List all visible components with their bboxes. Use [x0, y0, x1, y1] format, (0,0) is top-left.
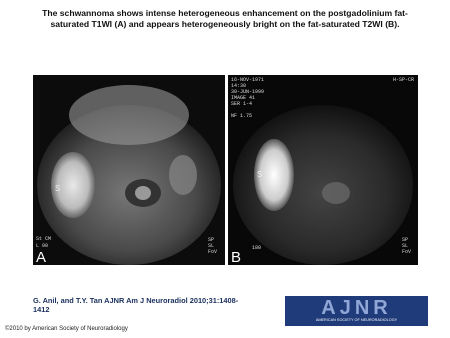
overlay-text: 16-NOV-1971	[231, 77, 264, 83]
mri-image-a: S St CM L 90 SP SL FoV A	[33, 75, 225, 265]
citation-line: G. Anil, and T.Y. Tan AJNR Am J Neurorad…	[33, 296, 239, 305]
overlay-text: 30-JUN-1999	[231, 89, 264, 95]
overlay-text: FoV	[208, 249, 217, 255]
mri-image-b: S 16-NOV-1971 14:30 30-JUN-1999 IMAGE 41…	[228, 75, 418, 265]
overlay-text: 180	[252, 245, 261, 251]
logo-name: AJNR	[321, 297, 392, 319]
overlay-text: FoV	[402, 249, 411, 255]
copyright: ©2010 by American Society of Neuroradiol…	[5, 326, 128, 332]
overlay-text: SER 1-4	[231, 101, 252, 107]
journal-logo: AJNR AMERICAN SOCIETY OF NEURORADIOLOGY	[285, 296, 428, 326]
citation-line: 1412	[33, 305, 50, 314]
citation: G. Anil, and T.Y. Tan AJNR Am J Neurorad…	[33, 296, 238, 314]
overlay-text: 14:30	[231, 83, 246, 89]
overlay-text: L 90	[36, 243, 48, 249]
panel-label: B	[231, 249, 241, 265]
panel-label: A	[36, 249, 46, 265]
overlay-text: H-SP-CR	[393, 77, 414, 83]
overlay-text: IMAGE 41	[231, 95, 255, 101]
logo-subtitle: AMERICAN SOCIETY OF NEURORADIOLOGY	[315, 318, 398, 322]
title: The schwannoma shows intense heterogeneo…	[0, 8, 450, 30]
overlay-text: SL	[402, 243, 408, 249]
lesion-label: S	[55, 184, 60, 193]
overlay-text: NF 1.75	[231, 113, 252, 119]
overlay-text: SP	[402, 237, 408, 243]
title-line: saturated T1WI (A) and appears heterogen…	[50, 19, 400, 29]
title-line: The schwannoma shows intense heterogeneo…	[42, 8, 408, 18]
overlay-text: SP	[208, 237, 214, 243]
overlay-text: SL	[208, 243, 214, 249]
overlay-text: St CM	[36, 236, 51, 242]
lesion-label: S	[257, 170, 262, 179]
